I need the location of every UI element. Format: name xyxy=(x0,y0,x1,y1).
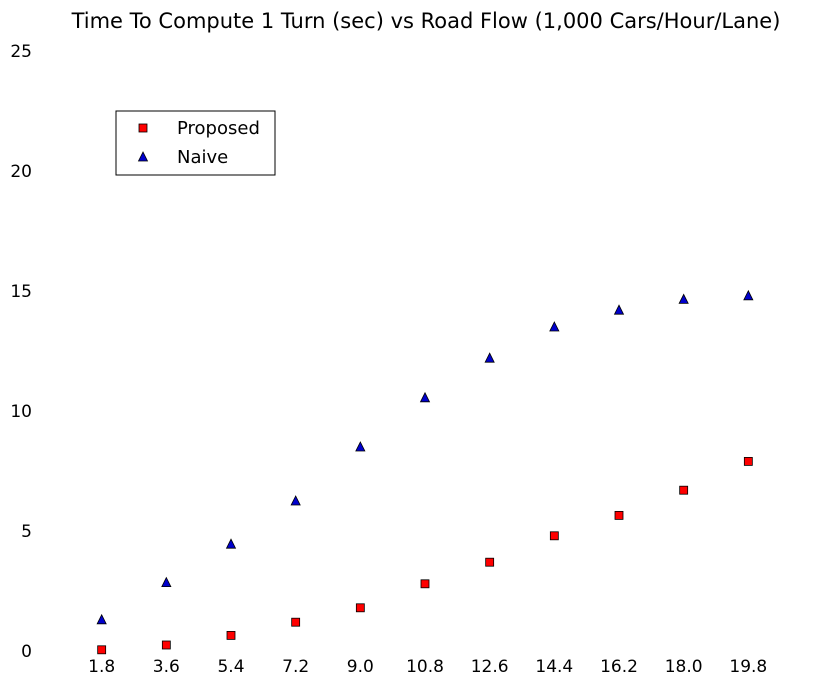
naive-point xyxy=(225,538,237,549)
legend-label-naive: Naive xyxy=(177,147,228,168)
y-tick-label: 5 xyxy=(21,522,32,542)
proposed-point xyxy=(420,579,430,589)
x-axis-ticks: 1.8 3.6 5.4 7.2 9.0 10.8 12.6 14.4 16.2 18.0 19.8 xyxy=(88,657,767,677)
x-tick-label: 10.8 xyxy=(406,657,444,677)
x-tick-label: 5.4 xyxy=(217,657,244,677)
naive-point xyxy=(96,613,107,625)
legend-marker-naive xyxy=(137,151,149,162)
legend-marker-proposed xyxy=(138,123,148,133)
legend-box xyxy=(115,110,276,176)
proposed-point xyxy=(485,557,495,567)
proposed-point xyxy=(291,617,301,627)
x-tick-label: 7.2 xyxy=(282,657,309,677)
proposed-point xyxy=(161,640,171,650)
x-tick-label: 19.8 xyxy=(729,657,767,677)
proposed-point xyxy=(355,603,365,613)
proposed-point xyxy=(549,531,559,541)
y-tick-label: 20 xyxy=(10,162,32,182)
legend-label-proposed: Proposed xyxy=(177,118,260,139)
x-tick-label: 9.0 xyxy=(347,657,374,677)
naive-point xyxy=(290,495,301,506)
y-tick-label: 25 xyxy=(10,42,32,62)
x-tick-label: 14.4 xyxy=(535,657,573,677)
naive-point xyxy=(678,293,689,304)
naive-point xyxy=(613,304,625,315)
proposed-point xyxy=(743,456,753,466)
x-tick-label: 12.6 xyxy=(471,657,509,677)
naive-point xyxy=(355,441,366,452)
naive-point xyxy=(743,289,754,301)
y-tick-label: 10 xyxy=(10,402,32,422)
y-axis-ticks: 0 5 10 15 20 25 xyxy=(10,42,32,662)
y-tick-label: 15 xyxy=(10,282,32,302)
x-tick-label: 18.0 xyxy=(665,657,703,677)
x-tick-label: 3.6 xyxy=(153,657,180,677)
legend: Proposed Naive xyxy=(115,110,276,176)
naive-point xyxy=(484,352,495,363)
x-tick-label: 16.2 xyxy=(600,657,638,677)
proposed-point xyxy=(226,631,236,640)
data-points xyxy=(96,289,754,655)
proposed-point xyxy=(97,645,107,655)
proposed-point xyxy=(679,485,689,495)
y-tick-label: 0 xyxy=(21,642,32,662)
x-tick-label: 1.8 xyxy=(88,657,115,677)
proposed-point xyxy=(614,510,624,520)
naive-point xyxy=(419,391,431,403)
naive-point xyxy=(549,321,560,332)
naive-point xyxy=(161,576,172,587)
chart-title: Time To Compute 1 Turn (sec) vs Road Flo… xyxy=(71,9,781,33)
